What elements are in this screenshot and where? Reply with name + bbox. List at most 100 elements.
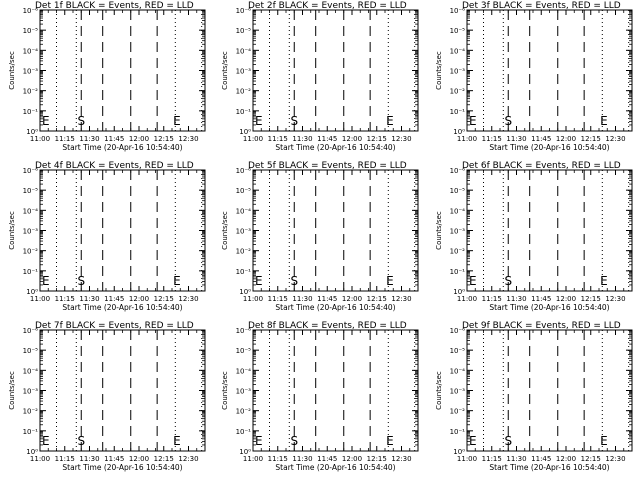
y-tick-label: 10⁰ <box>239 448 251 456</box>
y-axis-label: Counts/sec <box>221 211 229 250</box>
detector-panel: Det 1f BLACK = Events, RED = LLD 10⁰ 10⁻¹ 1… <box>8 1 206 152</box>
x-tick-label: 12:15 <box>154 135 174 143</box>
plot-frame <box>466 169 633 292</box>
x-tick-label: 11:45 <box>531 135 551 143</box>
event-marker-label: S <box>290 434 298 448</box>
y-tick-label: 10⁰ <box>26 128 38 136</box>
x-tick-label: 12:30 <box>178 455 198 463</box>
detector-panel: Det 9f BLACK = Events, RED = LLD 10⁰ 10⁻¹ 1… <box>435 321 633 472</box>
x-tick-label: 11:15 <box>55 455 75 463</box>
plot-frame <box>39 329 206 452</box>
plot-frame <box>466 9 633 132</box>
panel-title: Det 9f BLACK = Events, RED = LLD <box>462 321 621 331</box>
y-tick-label: 10⁻⁵ <box>23 347 39 355</box>
x-tick-label: 11:15 <box>482 135 502 143</box>
x-tick-label: 11:00 <box>457 135 477 143</box>
event-marker-label: S <box>504 114 512 128</box>
y-tick-label: 10⁻⁴ <box>450 47 466 55</box>
event-marker-label: E <box>600 114 608 128</box>
event-marker-label: S <box>290 274 298 288</box>
event-marker-label: E <box>173 274 181 288</box>
x-tick-label: 12:00 <box>342 295 362 303</box>
event-marker-label: E <box>469 274 477 288</box>
y-axis-label: Counts/sec <box>435 51 443 90</box>
x-tick-label: 11:15 <box>268 135 288 143</box>
x-tick-label: 11:15 <box>482 295 502 303</box>
y-tick-label: 10⁻⁶ <box>23 167 39 175</box>
y-tick-label: 10⁻¹ <box>236 108 252 116</box>
y-tick-label: 10⁻⁶ <box>236 167 252 175</box>
x-tick-label: 11:30 <box>79 135 99 143</box>
x-tick-label: 12:00 <box>556 135 576 143</box>
x-axis-label: Start Time (20-Apr-16 10:54:40) <box>62 143 182 152</box>
y-tick-label: 10⁻⁴ <box>236 47 252 55</box>
y-tick-label: 10⁰ <box>239 128 251 136</box>
panel-title: Det 1f BLACK = Events, RED = LLD <box>35 1 194 11</box>
x-tick-label: 12:00 <box>342 455 362 463</box>
y-axis-label: Counts/sec <box>435 371 443 410</box>
y-tick-label: 10⁻⁵ <box>23 27 39 35</box>
x-tick-label: 11:30 <box>292 295 312 303</box>
y-tick-label: 10⁻⁴ <box>236 367 252 375</box>
y-axis-label: Counts/sec <box>8 211 16 250</box>
x-axis-label: Start Time (20-Apr-16 10:54:40) <box>489 303 609 312</box>
x-tick-label: 11:00 <box>30 455 50 463</box>
y-axis-label: Counts/sec <box>8 371 16 410</box>
x-tick-label: 12:30 <box>605 295 625 303</box>
y-tick-label: 10⁻¹ <box>450 268 466 276</box>
x-tick-label: 12:30 <box>391 455 411 463</box>
y-tick-label: 10⁻⁶ <box>236 7 252 15</box>
y-axis-label: Counts/sec <box>221 51 229 90</box>
y-tick-label: 10⁻⁶ <box>450 167 466 175</box>
x-tick-label: 12:15 <box>581 295 601 303</box>
y-tick-label: 10⁻⁵ <box>236 347 252 355</box>
y-tick-label: 10⁻² <box>450 88 466 96</box>
x-axis-label: Start Time (20-Apr-16 10:54:40) <box>62 303 182 312</box>
y-tick-label: 10⁻³ <box>23 228 39 236</box>
x-tick-label: 11:15 <box>268 455 288 463</box>
detector-panel: Det 7f BLACK = Events, RED = LLD 10⁰ 10⁻¹ 1… <box>8 321 206 472</box>
y-tick-label: 10⁰ <box>239 288 251 296</box>
x-tick-label: 11:15 <box>55 135 75 143</box>
event-marker-label: E <box>42 434 50 448</box>
y-tick-label: 10⁻² <box>23 88 39 96</box>
x-tick-label: 11:45 <box>104 135 124 143</box>
x-axis-label: Start Time (20-Apr-16 10:54:40) <box>489 463 609 472</box>
x-tick-label: 11:30 <box>506 135 526 143</box>
y-tick-label: 10⁻⁶ <box>236 327 252 335</box>
y-tick-label: 10⁻³ <box>236 68 252 76</box>
y-tick-label: 10⁻⁴ <box>450 367 466 375</box>
x-tick-label: 11:15 <box>55 295 75 303</box>
y-tick-label: 10⁰ <box>453 128 465 136</box>
x-tick-label: 11:45 <box>531 295 551 303</box>
event-marker-label: S <box>504 274 512 288</box>
y-tick-label: 10⁰ <box>453 448 465 456</box>
x-tick-label: 11:30 <box>506 295 526 303</box>
y-tick-label: 10⁻² <box>23 248 39 256</box>
event-marker-label: E <box>469 434 477 448</box>
x-tick-label: 11:45 <box>317 455 337 463</box>
x-tick-label: 12:00 <box>129 295 149 303</box>
x-axis-label: Start Time (20-Apr-16 10:54:40) <box>62 463 182 472</box>
y-tick-label: 10⁻⁵ <box>450 187 466 195</box>
y-tick-label: 10⁻² <box>236 248 252 256</box>
y-tick-label: 10⁻⁶ <box>23 327 39 335</box>
event-marker-label: E <box>42 114 50 128</box>
panel-title: Det 7f BLACK = Events, RED = LLD <box>35 321 194 331</box>
y-tick-label: 10⁻⁶ <box>23 7 39 15</box>
event-marker-label: E <box>386 114 394 128</box>
x-axis-label: Start Time (20-Apr-16 10:54:40) <box>275 303 395 312</box>
x-tick-label: 12:30 <box>391 295 411 303</box>
y-tick-label: 10⁰ <box>453 288 465 296</box>
y-tick-label: 10⁻⁴ <box>23 367 39 375</box>
y-tick-label: 10⁻⁴ <box>23 207 39 215</box>
y-tick-label: 10⁻⁵ <box>450 27 466 35</box>
x-tick-label: 12:15 <box>367 135 387 143</box>
x-tick-label: 11:00 <box>243 295 263 303</box>
x-tick-label: 12:00 <box>129 135 149 143</box>
event-marker-label: E <box>173 114 181 128</box>
plot-frame <box>39 9 206 132</box>
x-tick-label: 12:15 <box>367 295 387 303</box>
plot-frame <box>252 9 419 132</box>
